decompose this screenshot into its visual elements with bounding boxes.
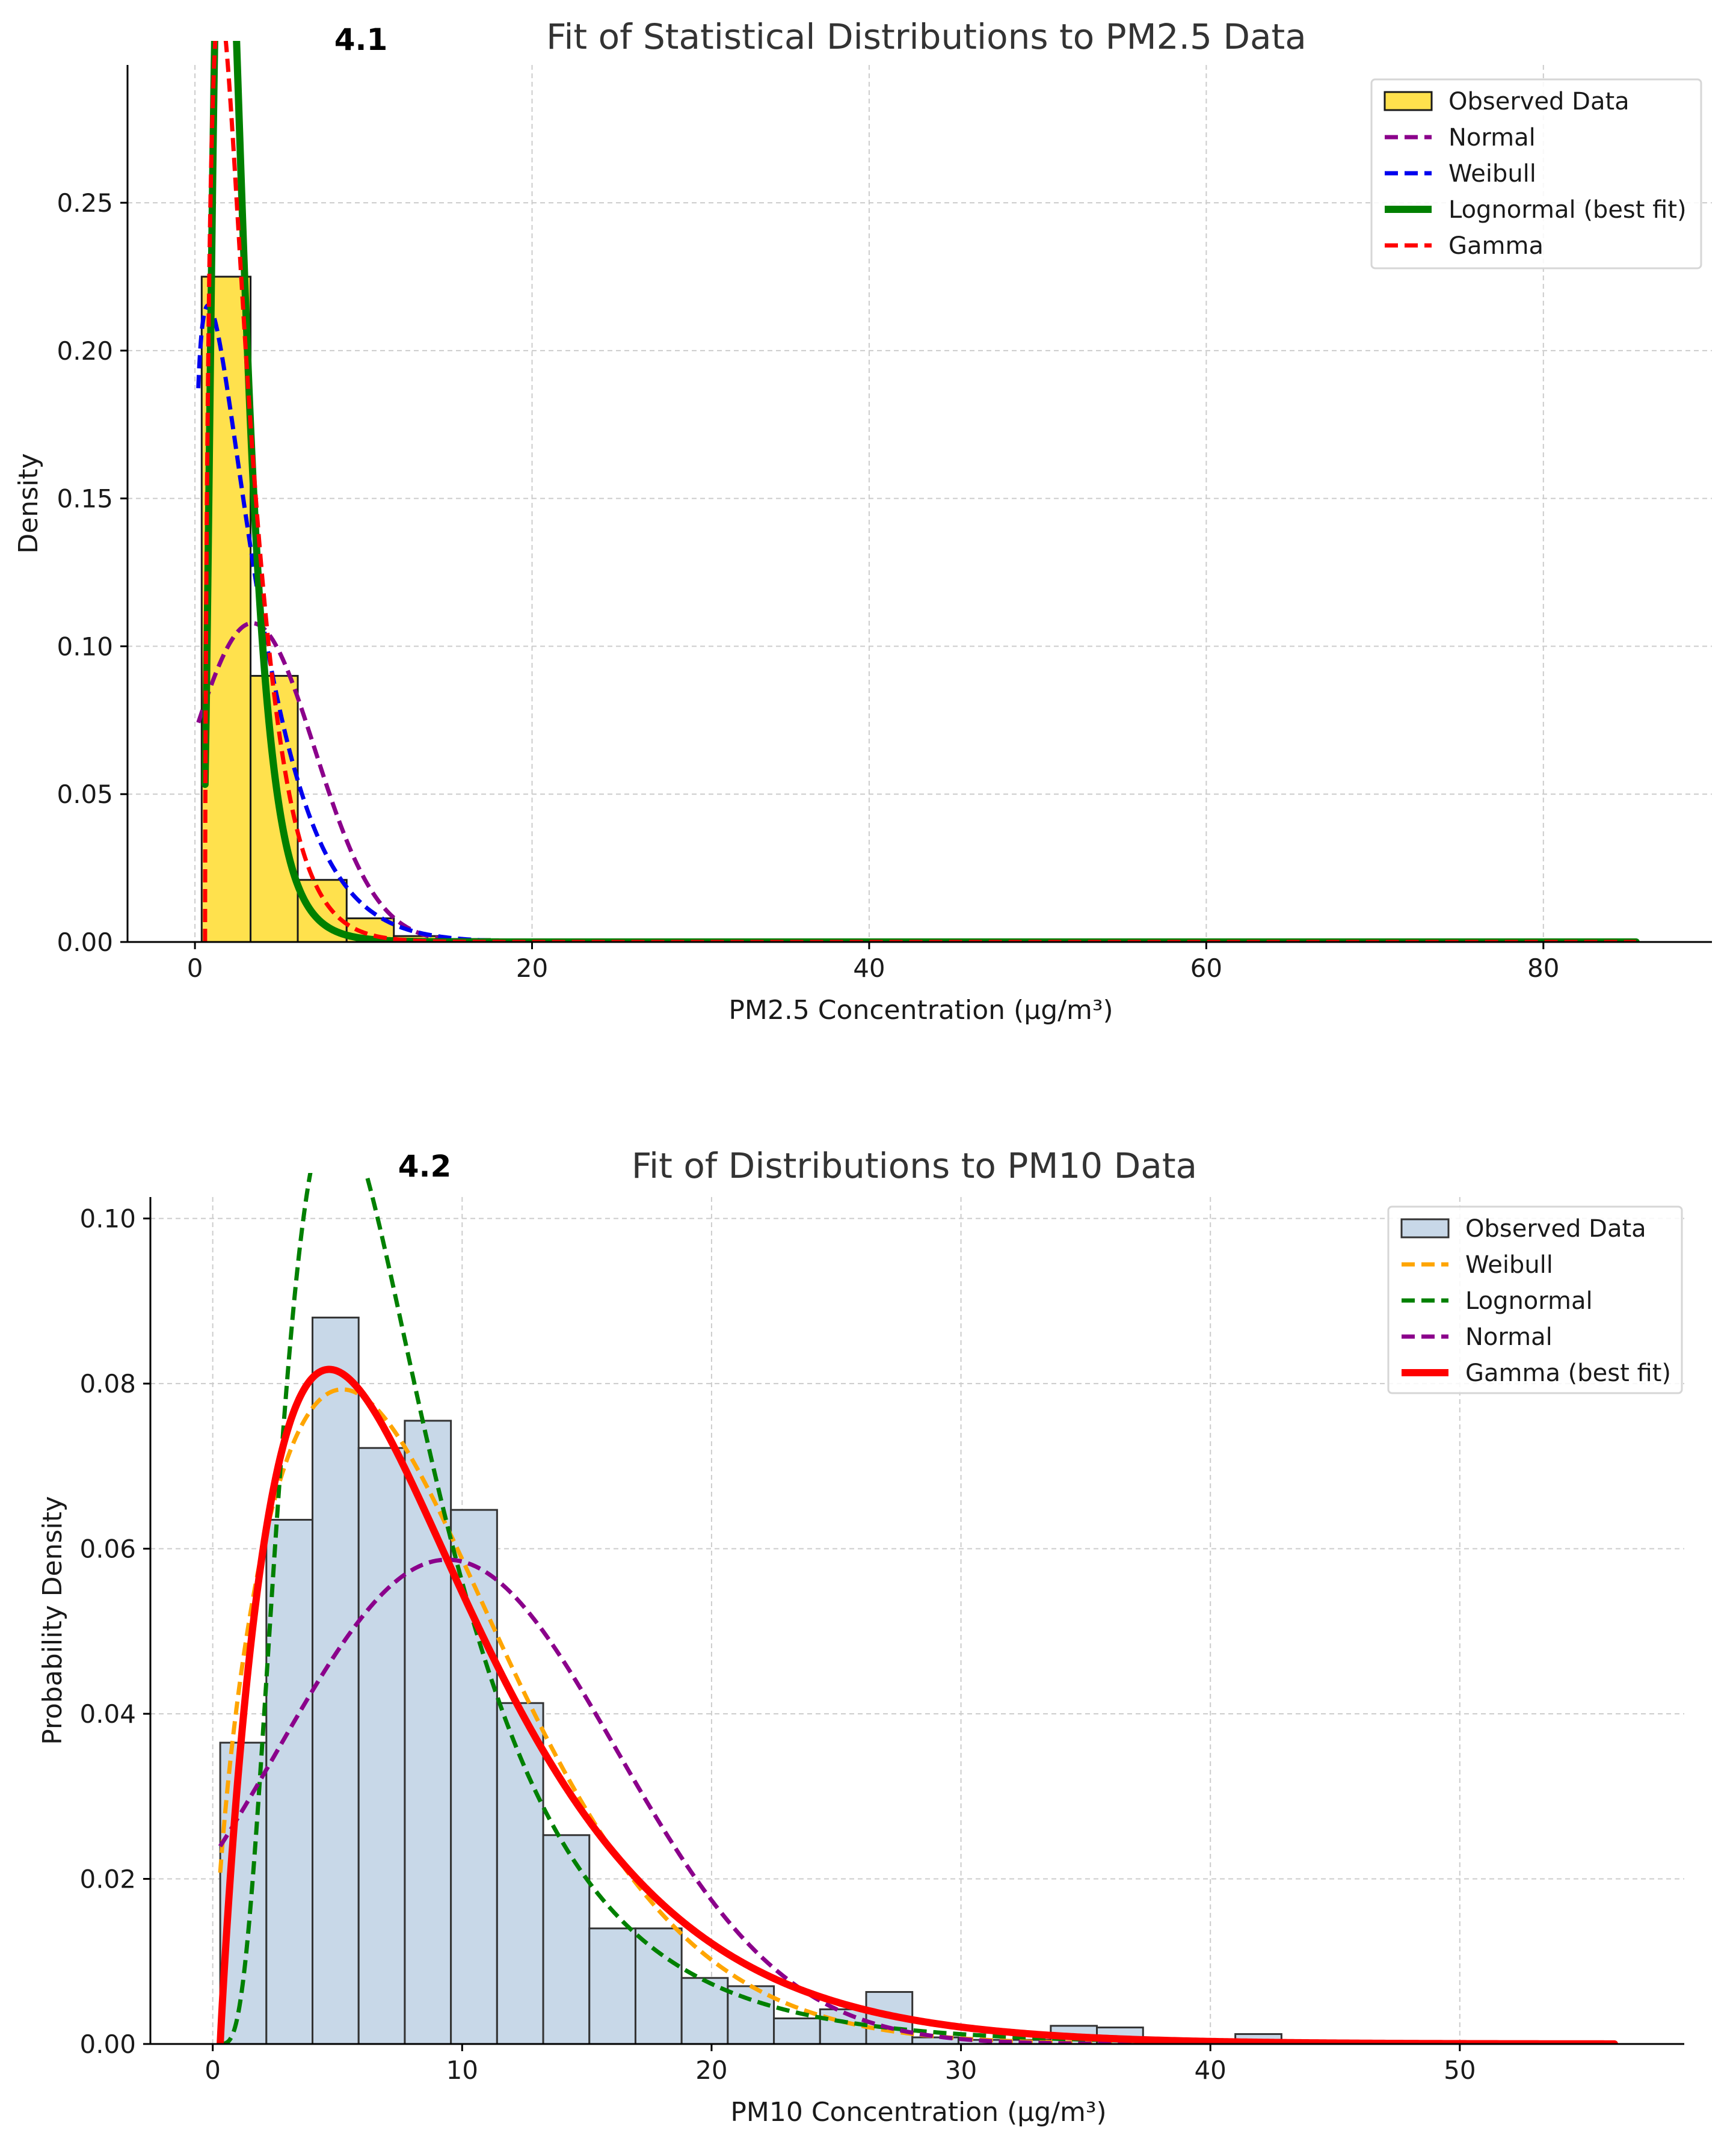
chart-panel-2: 0 10 20 30 40 50 0.00 0.02 0.04 0.06 0.08 0.10 PM10 … xyxy=(37,1145,1684,2128)
histogram-bar xyxy=(727,1985,775,2045)
legend: Observed Data Normal Weibull Lognormal (bes… xyxy=(1370,78,1702,269)
chart-panel-1: 0 20 40 60 80 0.00 0.05 0.10 0.15 0.20 0.25 PM2.5 C… xyxy=(13,16,1712,1026)
y-tick-label: 0.02 xyxy=(79,1865,136,1894)
legend-label: Lognormal (best fit) xyxy=(1448,196,1687,224)
histogram-bar xyxy=(357,1447,406,2045)
x-tick-label: 30 xyxy=(945,2055,977,2085)
y-tick-label: 0.00 xyxy=(57,928,113,957)
y-tick-label: 0.05 xyxy=(57,780,113,809)
x-tick-label: 0 xyxy=(187,953,203,983)
y-tick-label: 0.00 xyxy=(79,2030,136,2059)
x-tick-label: 10 xyxy=(446,2055,478,2085)
histogram-bar xyxy=(265,1519,314,2045)
legend-label: Gamma (best fit) xyxy=(1465,1359,1671,1387)
histogram-bar xyxy=(542,1834,591,2045)
chart-title: Fit of Distributions to PM10 Data xyxy=(632,1145,1197,1186)
histogram-bar xyxy=(250,675,299,943)
curve-weibull xyxy=(196,303,1636,942)
y-tick-label: 0.10 xyxy=(57,632,113,661)
legend-label: Weibull xyxy=(1448,160,1536,188)
x-tick-label: 50 xyxy=(1444,2055,1476,2085)
y-tick-label: 0.04 xyxy=(79,1699,136,1729)
x-tick-label: 0 xyxy=(205,2055,221,2085)
y-tick-label: 0.20 xyxy=(57,336,113,366)
x-tick-label: 20 xyxy=(695,2055,727,2085)
y-tick-label: 0.25 xyxy=(57,188,113,218)
y-tick-label: 0.15 xyxy=(57,484,113,514)
legend-swatch-observed xyxy=(1384,91,1433,111)
panel-label: 4.1 xyxy=(334,22,388,57)
x-tick-label: 40 xyxy=(853,953,885,983)
legend-label: Observed Data xyxy=(1465,1215,1646,1243)
legend-box xyxy=(1387,1205,1683,1394)
x-axis-label: PM10 Concentration (µg/m³) xyxy=(730,2097,1106,2128)
legend-label: Lognormal xyxy=(1465,1287,1593,1315)
legend-label: Observed Data xyxy=(1448,88,1630,115)
histogram-bar xyxy=(450,1509,498,2045)
legend-label: Normal xyxy=(1465,1323,1553,1351)
gridlines xyxy=(128,65,1712,943)
curve-gamma xyxy=(203,41,1636,942)
histogram-bar xyxy=(312,1316,360,2045)
y-tick-label: 0.06 xyxy=(79,1534,136,1564)
y-tick-label: 0.08 xyxy=(79,1369,136,1399)
histogram-bar xyxy=(634,1927,683,2045)
curve-lognormal-best-fit xyxy=(201,41,1640,942)
x-tick-label: 80 xyxy=(1527,953,1559,983)
histogram-bar xyxy=(588,1927,636,2045)
legend-label: Gamma xyxy=(1448,232,1544,260)
y-tick-label: 0.10 xyxy=(79,1204,136,1234)
curve-gamma-best-fit xyxy=(217,1365,1618,2044)
legend-swatch-observed xyxy=(1400,1218,1450,1239)
x-axis-label: PM2.5 Concentration (µg/m³) xyxy=(728,995,1113,1026)
x-tick-label: 40 xyxy=(1194,2055,1226,2085)
histogram-bar xyxy=(680,1977,729,2045)
y-axis-label: Density xyxy=(13,453,44,553)
x-tick-label: 20 xyxy=(516,953,548,983)
histogram-bar xyxy=(819,2008,867,2045)
y-axis-label: Probability Density xyxy=(37,1496,68,1745)
chart-title: Fit of Statistical Distributions to PM2.… xyxy=(546,16,1307,57)
legend: Observed Data Weibull Lognormal Normal Gamma… xyxy=(1387,1205,1683,1394)
panel-label: 4.2 xyxy=(398,1149,452,1184)
legend-box xyxy=(1370,78,1702,269)
curve-normal xyxy=(196,621,1636,942)
legend-label: Weibull xyxy=(1465,1251,1553,1279)
legend-label: Normal xyxy=(1448,124,1536,152)
fitted-curves xyxy=(196,41,1640,942)
x-tick-label: 60 xyxy=(1190,953,1222,983)
histogram-bar xyxy=(773,2017,821,2045)
